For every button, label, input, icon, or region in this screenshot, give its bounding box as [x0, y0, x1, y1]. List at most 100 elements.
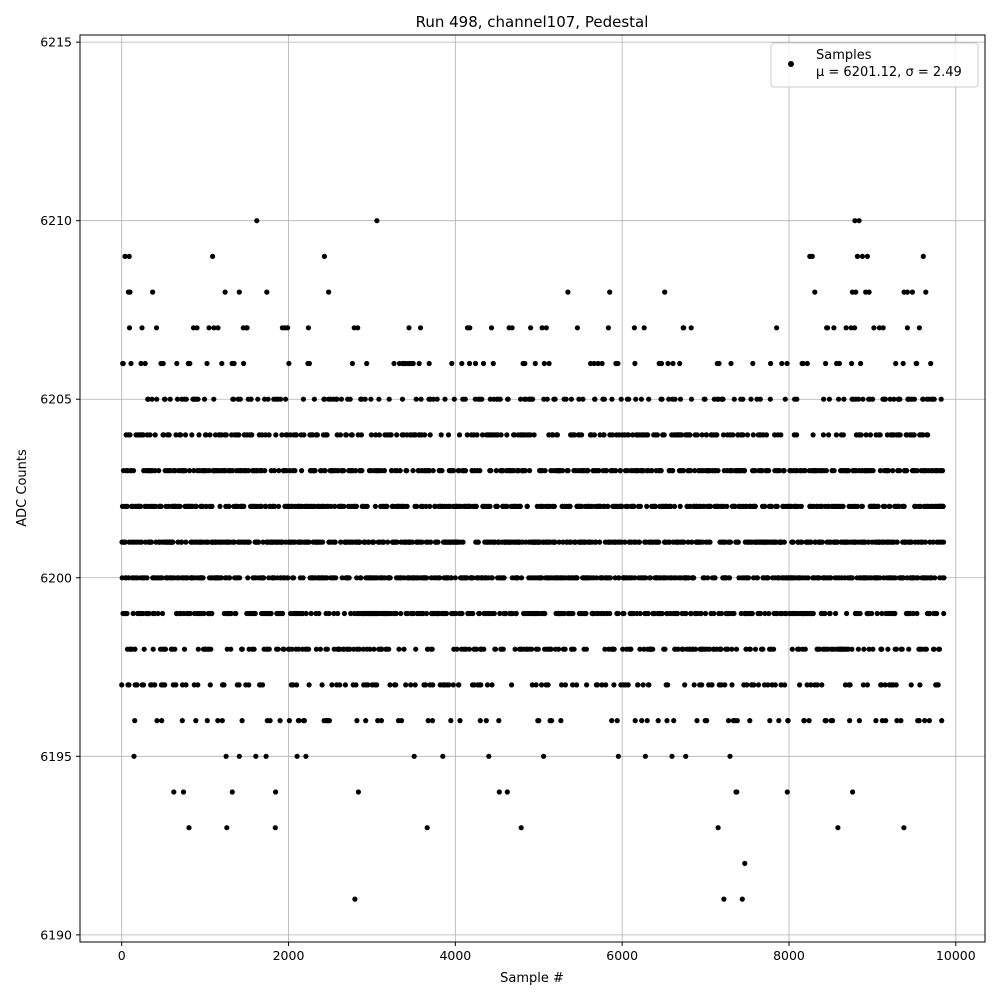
- data-point: [312, 468, 318, 474]
- data-point: [201, 610, 207, 617]
- data-point: [890, 468, 896, 474]
- data-point: [207, 682, 213, 688]
- data-point: [182, 468, 188, 474]
- data-point: [856, 218, 862, 224]
- data-point: [490, 360, 496, 367]
- data-point: [265, 396, 271, 402]
- data-point: [563, 396, 569, 402]
- data-point: [843, 325, 849, 331]
- data-point: [734, 718, 740, 724]
- data-point: [296, 646, 302, 652]
- data-point: [218, 575, 224, 581]
- data-point: [337, 682, 343, 688]
- data-point: [733, 646, 740, 652]
- data-point: [460, 539, 466, 545]
- data-point: [665, 682, 671, 688]
- data-point: [138, 503, 144, 509]
- data-point: [935, 682, 941, 688]
- data-point: [621, 610, 627, 617]
- data-point: [720, 432, 727, 438]
- data-point: [730, 432, 736, 438]
- data-point: [718, 646, 724, 652]
- data-point: [479, 432, 486, 438]
- plot-frame: [79, 34, 986, 943]
- data-point: [353, 682, 359, 688]
- data-point: [855, 646, 862, 652]
- data-point: [162, 646, 169, 652]
- data-point: [645, 610, 651, 617]
- data-point: [691, 575, 697, 581]
- data-point: [296, 718, 302, 724]
- y-tick-label: 6210: [40, 213, 72, 228]
- data-point: [704, 718, 710, 724]
- data-point: [146, 610, 152, 617]
- data-point: [601, 432, 607, 438]
- data-point: [808, 539, 814, 545]
- data-point: [285, 575, 291, 581]
- data-point: [338, 539, 344, 545]
- data-point: [669, 753, 675, 759]
- data-point: [802, 468, 808, 474]
- data-point: [170, 539, 176, 545]
- data-point: [644, 503, 650, 509]
- data-point: [615, 610, 621, 617]
- data-point: [804, 360, 810, 367]
- data-point: [711, 610, 717, 617]
- data-point: [822, 610, 828, 617]
- data-point: [576, 396, 582, 402]
- data-point: [236, 682, 242, 688]
- data-point: [611, 682, 617, 688]
- data-point: [445, 432, 452, 438]
- data-point: [936, 646, 943, 652]
- data-point: [236, 753, 242, 759]
- data-point: [180, 789, 187, 795]
- grid: [80, 35, 985, 942]
- data-point: [152, 468, 158, 474]
- data-point: [544, 396, 550, 402]
- data-point: [833, 432, 840, 438]
- data-point: [221, 682, 227, 688]
- data-point: [195, 646, 201, 652]
- data-point: [138, 539, 145, 545]
- data-point: [810, 432, 816, 438]
- data-point: [909, 289, 916, 295]
- data-point: [914, 468, 920, 474]
- data-point: [429, 646, 435, 652]
- data-point: [134, 682, 140, 688]
- x-tick-label: 2000: [273, 948, 305, 963]
- data-point: [639, 718, 645, 724]
- data-point: [752, 503, 758, 509]
- data-point: [414, 503, 420, 509]
- data-point: [727, 539, 734, 545]
- data-point: [836, 360, 843, 367]
- data-point: [326, 289, 332, 295]
- data-point: [498, 432, 504, 438]
- data-point: [410, 360, 416, 367]
- data-point: [897, 468, 903, 474]
- data-point: [570, 682, 576, 688]
- data-point: [897, 396, 903, 402]
- data-point: [450, 468, 457, 474]
- data-point: [227, 575, 233, 581]
- data-point: [236, 289, 242, 295]
- data-point: [262, 468, 268, 474]
- data-point: [819, 539, 826, 545]
- data-point: [858, 432, 864, 438]
- data-point: [194, 325, 200, 331]
- data-point: [300, 575, 306, 581]
- data-point: [512, 646, 518, 652]
- data-point: [560, 468, 566, 474]
- data-point: [535, 646, 541, 652]
- data-point: [230, 468, 236, 474]
- data-point: [904, 325, 911, 331]
- data-point: [401, 646, 407, 652]
- data-point: [607, 575, 614, 581]
- data-point: [901, 825, 907, 831]
- data-point: [211, 325, 217, 331]
- data-point: [707, 539, 713, 545]
- data-point: [782, 682, 788, 688]
- data-point: [766, 468, 772, 474]
- data-point: [426, 360, 432, 367]
- data-point: [941, 610, 947, 617]
- data-point: [501, 575, 507, 581]
